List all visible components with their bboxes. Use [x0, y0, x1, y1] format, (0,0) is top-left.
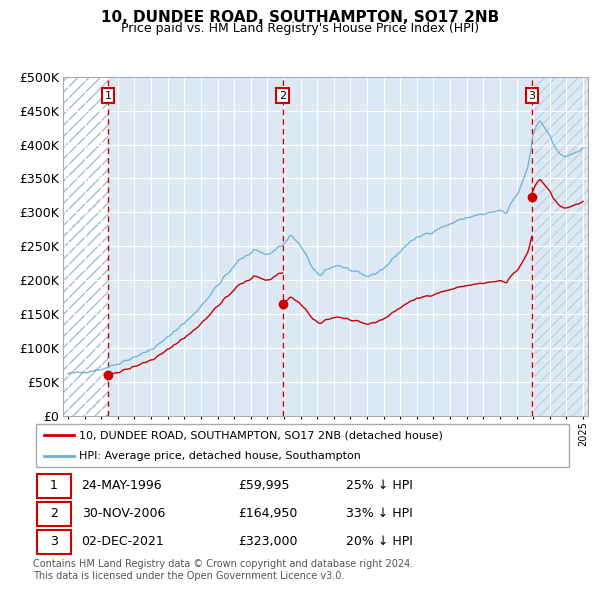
Text: 02-DEC-2021: 02-DEC-2021 — [82, 535, 164, 548]
Text: Price paid vs. HM Land Registry's House Price Index (HPI): Price paid vs. HM Land Registry's House … — [121, 22, 479, 35]
Text: 30-NOV-2006: 30-NOV-2006 — [82, 507, 165, 520]
Text: HPI: Average price, detached house, Southampton: HPI: Average price, detached house, Sout… — [79, 451, 361, 461]
Text: 1: 1 — [50, 480, 58, 493]
Text: 3: 3 — [529, 91, 535, 101]
Text: 3: 3 — [50, 535, 58, 548]
Text: £59,995: £59,995 — [238, 480, 290, 493]
FancyBboxPatch shape — [37, 502, 71, 526]
FancyBboxPatch shape — [36, 424, 569, 467]
Text: £323,000: £323,000 — [238, 535, 298, 548]
Text: 20% ↓ HPI: 20% ↓ HPI — [346, 535, 413, 548]
Text: Contains HM Land Registry data © Crown copyright and database right 2024.
This d: Contains HM Land Registry data © Crown c… — [33, 559, 413, 581]
Text: 33% ↓ HPI: 33% ↓ HPI — [346, 507, 413, 520]
Text: £164,950: £164,950 — [238, 507, 298, 520]
Text: 10, DUNDEE ROAD, SOUTHAMPTON, SO17 2NB: 10, DUNDEE ROAD, SOUTHAMPTON, SO17 2NB — [101, 10, 499, 25]
FancyBboxPatch shape — [37, 530, 71, 554]
Text: 1: 1 — [104, 91, 112, 101]
Text: 25% ↓ HPI: 25% ↓ HPI — [346, 480, 413, 493]
Bar — [532, 77, 588, 416]
Text: 10, DUNDEE ROAD, SOUTHAMPTON, SO17 2NB (detached house): 10, DUNDEE ROAD, SOUTHAMPTON, SO17 2NB (… — [79, 430, 443, 440]
Text: 24-MAY-1996: 24-MAY-1996 — [82, 480, 162, 493]
Bar — [63, 77, 108, 416]
Text: 2: 2 — [279, 91, 286, 101]
Text: 2: 2 — [50, 507, 58, 520]
FancyBboxPatch shape — [37, 474, 71, 498]
